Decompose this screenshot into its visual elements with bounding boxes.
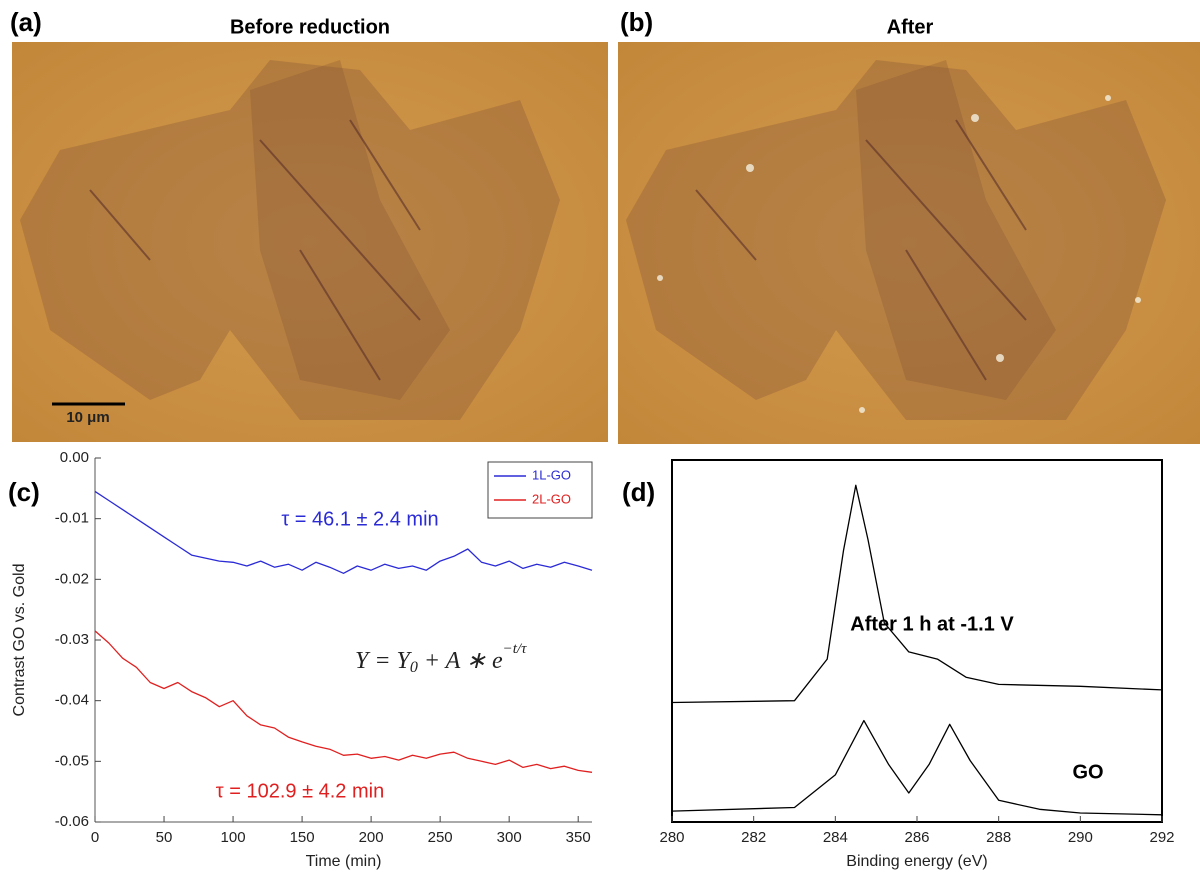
legend-label: 2L-GO [532, 491, 571, 506]
series-label: GO [1072, 761, 1103, 783]
panel-title: After [887, 16, 934, 38]
y-tick-label: -0.03 [55, 631, 89, 648]
x-tick-label: 350 [566, 829, 591, 846]
panel-label: (a) [10, 7, 42, 37]
micrograph-b [618, 42, 1200, 444]
y-tick-label: -0.05 [55, 752, 89, 769]
y-tick-label: -0.02 [55, 570, 89, 587]
x-tick-label: 290 [1068, 829, 1093, 846]
x-tick-label: 292 [1149, 829, 1174, 846]
x-axis-label: Time (min) [306, 853, 382, 870]
formula-sup: −t/τ [503, 641, 527, 657]
y-tick-label: 0.00 [60, 449, 89, 466]
x-tick-label: 286 [904, 829, 929, 846]
data-line [94, 630, 593, 773]
x-tick-label: 282 [741, 829, 766, 846]
x-tick-label: 284 [823, 829, 848, 846]
legend-box [487, 461, 593, 519]
series-label: After 1 h at -1.1 V [850, 613, 1014, 635]
formula: Y = Y0 + A ∗ e−t/τ [355, 641, 527, 675]
panel-label: (b) [620, 7, 653, 37]
formula-sub: 0 [410, 659, 418, 676]
formula-part: Y = Y [355, 648, 413, 674]
x-tick-label: 250 [428, 829, 453, 846]
x-tick-label: 150 [290, 829, 315, 846]
panel-label: (c) [8, 477, 40, 507]
panel-title: Before reduction [230, 16, 390, 38]
scale-bar-label: 10 μm [66, 409, 109, 426]
y-axis-label: Contrast GO vs. Gold [11, 564, 28, 717]
x-tick-label: 0 [91, 829, 99, 846]
x-axis-label: Binding energy (eV) [846, 853, 987, 870]
x-tick-label: 280 [659, 829, 684, 846]
micrograph-a: 10 μm [12, 42, 608, 442]
x-tick-label: 50 [156, 829, 173, 846]
y-tick-label: -0.04 [55, 692, 89, 709]
data-line [671, 484, 1163, 704]
data-line [94, 490, 593, 574]
panel-label: (d) [622, 477, 655, 507]
data-line [671, 719, 1163, 816]
formula-part: + A ∗ e [418, 648, 503, 674]
legend-label: 1L-GO [532, 467, 571, 482]
x-tick-label: 288 [986, 829, 1011, 846]
x-tick-label: 300 [497, 829, 522, 846]
y-tick-label: -0.01 [55, 510, 89, 527]
x-tick-label: 200 [359, 829, 384, 846]
annotation: τ = 102.9 ± 4.2 min [216, 780, 384, 802]
annotation: τ = 46.1 ± 2.4 min [281, 508, 438, 530]
y-tick-label: -0.06 [55, 813, 89, 830]
x-tick-label: 100 [221, 829, 246, 846]
